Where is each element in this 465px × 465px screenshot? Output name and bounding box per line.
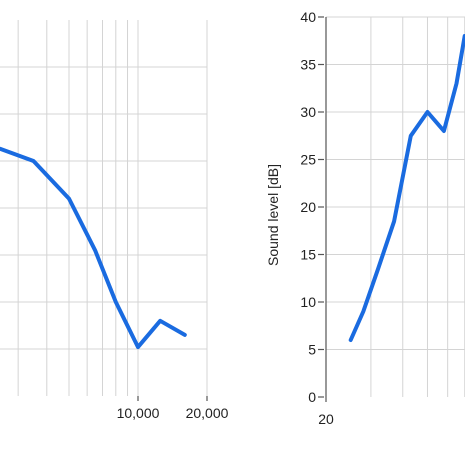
right-chart-panel: 0 5 10 15 20 25 30 35 40 20 Sound level [dB] xyxy=(265,9,465,427)
y-tick-label: 25 xyxy=(300,152,316,168)
y-tick-label: 15 xyxy=(300,247,316,263)
y-tick-label: 20 xyxy=(300,199,316,215)
y-tick-label: 0 xyxy=(308,389,316,405)
series-line xyxy=(0,146,187,350)
x-tick-label: 20 xyxy=(318,411,334,427)
series-line xyxy=(348,34,465,342)
x-tick-label: 20,000 xyxy=(186,405,229,421)
y-axis-label: Sound level [dB] xyxy=(265,164,281,266)
y-tick-label: 5 xyxy=(308,342,316,358)
y-tick-label: 10 xyxy=(300,294,316,310)
y-tick-label: 30 xyxy=(300,104,316,120)
y-tick-label: 40 xyxy=(300,9,316,25)
y-tick-label: 35 xyxy=(300,57,316,73)
left-chart-panel: 10,000 20,000 xyxy=(0,20,229,421)
x-tick-label: 10,000 xyxy=(117,405,160,421)
